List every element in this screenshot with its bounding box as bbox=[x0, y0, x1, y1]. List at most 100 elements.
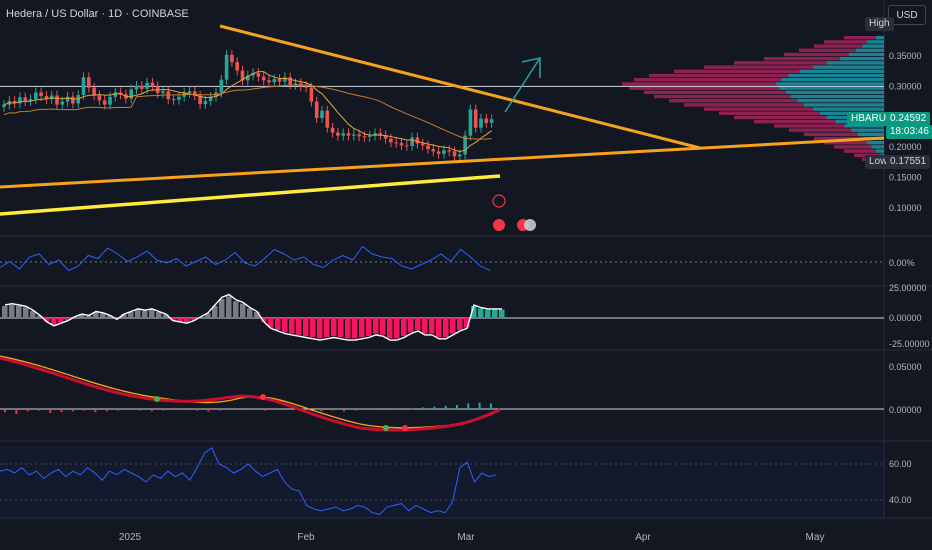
macd-bar bbox=[150, 409, 153, 412]
macd-bar bbox=[343, 409, 345, 412]
candle-body bbox=[81, 77, 86, 95]
momentum-bar bbox=[240, 303, 246, 318]
volume-profile-bar bbox=[654, 94, 791, 99]
candle-body bbox=[187, 91, 192, 94]
macd-bar bbox=[376, 409, 379, 410]
macd-line bbox=[0, 356, 501, 432]
price-axis-label: 0.35000 bbox=[889, 51, 922, 61]
momentum-bar bbox=[331, 318, 337, 336]
momentum-bar bbox=[310, 318, 316, 338]
time-axis-label: Feb bbox=[297, 532, 315, 543]
macd-bar bbox=[105, 409, 108, 412]
volume-profile-bar bbox=[814, 44, 863, 48]
macd-bar bbox=[456, 405, 458, 409]
candle-body bbox=[309, 87, 314, 102]
momentum-axis-label: 25.00000 bbox=[889, 283, 927, 293]
candle-body bbox=[489, 119, 494, 123]
time-axis-label: Apr bbox=[635, 532, 651, 543]
macd-bar bbox=[37, 409, 40, 411]
oscillator-axis-label: 0.00% bbox=[889, 258, 915, 268]
candle-body bbox=[193, 91, 197, 96]
time-axis-label: 2025 bbox=[119, 532, 142, 543]
volume-profile-bar bbox=[813, 65, 884, 69]
momentum-bar bbox=[121, 314, 127, 318]
macd-cross-dot bbox=[402, 425, 408, 431]
momentum-bar bbox=[324, 318, 330, 338]
low-label: Low bbox=[865, 155, 892, 169]
macd-bar bbox=[162, 409, 165, 411]
macd-bar bbox=[94, 409, 97, 413]
momentum-bar bbox=[289, 318, 295, 334]
currency-button[interactable]: USD bbox=[888, 5, 926, 25]
volume-profile-bar bbox=[826, 61, 884, 65]
support-trendline bbox=[0, 136, 885, 189]
volume-profile-bar bbox=[719, 111, 820, 115]
candle-body bbox=[134, 85, 139, 90]
momentum-bar bbox=[163, 314, 169, 318]
momentum-bar bbox=[429, 318, 435, 334]
macd-bar bbox=[263, 409, 266, 411]
momentum-bar bbox=[156, 312, 162, 318]
volume-profile-bar bbox=[876, 36, 884, 40]
momentum-bar bbox=[107, 315, 113, 318]
momentum-bar bbox=[464, 318, 470, 328]
momentum-bar bbox=[142, 310, 148, 318]
momentum-bar bbox=[303, 318, 309, 336]
momentum-bar bbox=[205, 313, 211, 318]
volume-profile-bar bbox=[858, 132, 884, 136]
candle-body bbox=[198, 95, 202, 105]
momentum-bar bbox=[345, 318, 351, 339]
macd-bar bbox=[275, 409, 278, 410]
event-marker-icon bbox=[492, 194, 506, 208]
candle-body bbox=[129, 89, 133, 99]
candle-body bbox=[92, 87, 96, 96]
candle-body bbox=[336, 132, 340, 136]
momentum-bar bbox=[128, 312, 134, 318]
volume-profile-bar bbox=[669, 99, 798, 103]
macd-bar bbox=[286, 409, 289, 410]
candle-body bbox=[113, 92, 118, 97]
volume-profile-bar bbox=[799, 69, 884, 73]
volume-profile-bar bbox=[862, 44, 884, 48]
volume-profile-bar bbox=[788, 73, 884, 78]
candle-body bbox=[293, 83, 298, 85]
momentum-bar bbox=[408, 318, 414, 333]
candle-body bbox=[473, 109, 478, 128]
momentum-bar bbox=[436, 318, 442, 338]
candle-body bbox=[357, 134, 361, 137]
macd-bar bbox=[399, 409, 402, 410]
candle-body bbox=[442, 150, 446, 154]
volume-profile-bar bbox=[813, 107, 884, 111]
candle-body bbox=[283, 77, 287, 82]
momentum-bar bbox=[422, 318, 428, 334]
candle-body bbox=[405, 145, 409, 147]
momentum-axis-label: 0.00000 bbox=[889, 313, 922, 323]
macd-bar bbox=[444, 405, 447, 409]
event-flag-icon bbox=[524, 219, 536, 231]
momentum-bar bbox=[317, 318, 323, 339]
candle-body bbox=[171, 99, 176, 101]
candle-body bbox=[463, 135, 467, 155]
time-axis-label: Mar bbox=[457, 532, 475, 543]
momentum-bar bbox=[478, 308, 484, 318]
momentum-bar bbox=[443, 318, 449, 338]
macd-bar bbox=[252, 409, 255, 410]
rsi-band bbox=[0, 446, 884, 518]
candle-body bbox=[436, 151, 441, 154]
candle-body bbox=[34, 92, 38, 100]
macd-bar bbox=[410, 408, 413, 410]
volume-profile-bar bbox=[867, 141, 884, 145]
momentum-axis-label: -25.00000 bbox=[889, 339, 930, 349]
rsi-axis-label: 40.00 bbox=[889, 495, 912, 505]
candle-body bbox=[240, 70, 245, 81]
volume-profile-bar bbox=[634, 78, 782, 82]
time-axis-label: May bbox=[806, 532, 825, 543]
price-axis-label: 0.15000 bbox=[889, 173, 922, 183]
candle-body bbox=[224, 54, 229, 80]
candle-body bbox=[373, 133, 377, 136]
macd-bar bbox=[388, 409, 391, 410]
momentum-bar bbox=[51, 318, 57, 326]
macd-bar bbox=[478, 402, 481, 409]
